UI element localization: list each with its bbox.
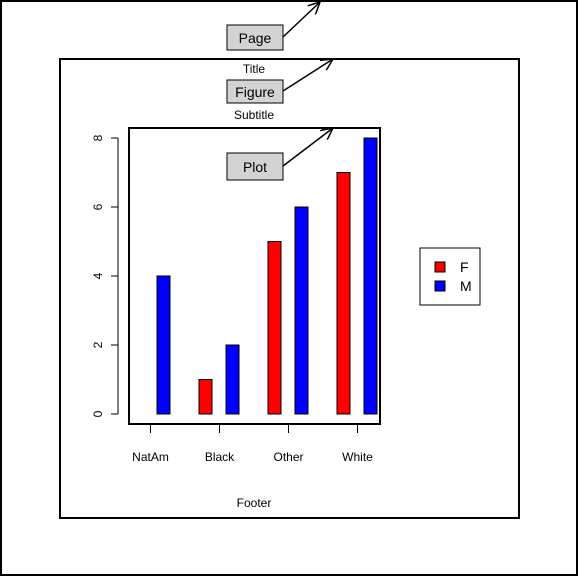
page-label-box bbox=[226, 24, 284, 51]
chart-footer: Footer bbox=[237, 496, 272, 510]
bar-m-black bbox=[225, 344, 240, 415]
page-label: Page bbox=[239, 30, 272, 46]
y-axis: 0 2 4 6 8 bbox=[91, 134, 119, 417]
figure-region-box bbox=[59, 58, 520, 519]
figure-label: Figure bbox=[235, 84, 275, 100]
bar-m-other bbox=[294, 206, 309, 415]
chart-subtitle: Subtitle bbox=[234, 108, 274, 122]
page-arrow bbox=[282, 2, 320, 38]
bars-group bbox=[156, 137, 378, 415]
bar-f-black bbox=[198, 379, 213, 415]
legend-label-m: M bbox=[460, 278, 472, 294]
x-tick-label: White bbox=[342, 450, 373, 464]
y-tick-label: 2 bbox=[91, 341, 105, 348]
bar-m-natam bbox=[156, 275, 171, 415]
legend-label-f: F bbox=[460, 259, 469, 275]
y-tick-label: 6 bbox=[91, 203, 105, 210]
plot-annotation: Plot bbox=[226, 128, 333, 181]
plot-label-box bbox=[226, 152, 284, 181]
page-annotation: Page bbox=[226, 2, 320, 51]
chart-title: Title bbox=[243, 62, 266, 76]
x-tick-label: Black bbox=[205, 450, 235, 464]
legend: F M bbox=[419, 247, 481, 306]
legend-swatch-m bbox=[434, 280, 446, 292]
figure-annotation: Figure bbox=[226, 59, 333, 104]
bar-m-white bbox=[363, 137, 378, 415]
plot-arrow bbox=[282, 128, 333, 167]
x-axis: NatAm Black Other White bbox=[132, 423, 373, 464]
x-tick-label: Other bbox=[273, 450, 303, 464]
figure-arrow bbox=[282, 59, 333, 92]
bar-f-other bbox=[267, 241, 282, 415]
legend-swatch-f bbox=[434, 261, 446, 273]
legend-box bbox=[419, 247, 481, 306]
y-tick-label: 8 bbox=[91, 134, 105, 141]
figure-label-box bbox=[226, 79, 284, 104]
y-tick-label: 4 bbox=[91, 272, 105, 279]
x-tick-label: NatAm bbox=[132, 450, 169, 464]
plot-label: Plot bbox=[243, 159, 267, 175]
y-tick-label: 0 bbox=[91, 410, 105, 417]
bar-f-white bbox=[336, 172, 351, 415]
